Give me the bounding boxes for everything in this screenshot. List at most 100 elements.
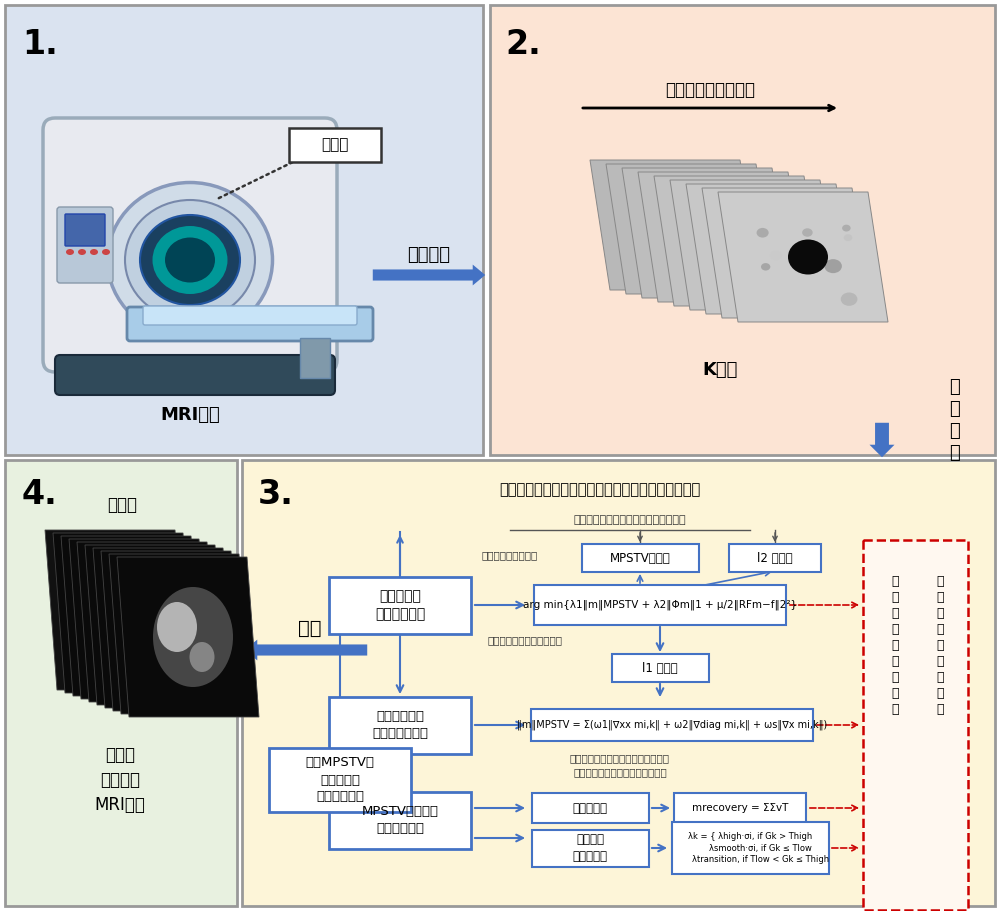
Polygon shape <box>638 172 808 302</box>
Text: 多维邻近空间
全变分优化方法: 多维邻近空间 全变分优化方法 <box>372 710 428 740</box>
Text: 增加同层两个斜方向子带的变分信息: 增加同层两个斜方向子带的变分信息 <box>570 753 670 763</box>
Polygon shape <box>45 530 187 690</box>
Text: 输出: 输出 <box>298 619 322 638</box>
Text: l1 正则化: l1 正则化 <box>642 661 678 674</box>
FancyBboxPatch shape <box>612 654 708 682</box>
Text: MPSTV正则化项
权重优化方法: MPSTV正则化项 权重优化方法 <box>362 805 438 835</box>
FancyBboxPatch shape <box>57 207 113 283</box>
Ellipse shape <box>842 225 851 231</box>
FancyBboxPatch shape <box>289 128 381 162</box>
Text: 3.: 3. <box>258 478 294 511</box>
Text: λk = { λhigh·σi, if Gk > Thigh
        λsmooth·σi, if Gk ≤ Tlow
        λtransit: λk = { λhigh·σi, if Gk > Thigh λsmooth·σ… <box>671 832 829 865</box>
Ellipse shape <box>108 182 272 337</box>
Text: 图
像
重
建: 图 像 重 建 <box>950 378 960 462</box>
Text: 实现重建后的图像与观测数据最小差异: 实现重建后的图像与观测数据最小差异 <box>574 515 686 525</box>
FancyBboxPatch shape <box>5 5 483 455</box>
Ellipse shape <box>102 249 110 255</box>
Text: 和相邻层垂直投影位置的变分信息: 和相邻层垂直投影位置的变分信息 <box>573 767 667 777</box>
FancyBboxPatch shape <box>672 822 828 874</box>
Text: 奇异值分解: 奇异值分解 <box>572 802 608 814</box>
Polygon shape <box>670 180 840 310</box>
Ellipse shape <box>844 234 852 241</box>
FancyBboxPatch shape <box>242 460 995 906</box>
Ellipse shape <box>824 259 842 273</box>
Text: 靶器官: 靶器官 <box>321 138 349 152</box>
Polygon shape <box>590 160 760 290</box>
Ellipse shape <box>152 226 228 294</box>
Polygon shape <box>61 536 203 696</box>
Text: 采集信号: 采集信号 <box>408 246 450 264</box>
Polygon shape <box>622 168 792 298</box>
FancyBboxPatch shape <box>300 338 330 378</box>
Ellipse shape <box>757 228 769 238</box>
Polygon shape <box>77 542 219 702</box>
FancyBboxPatch shape <box>534 585 786 625</box>
Text: ‖m‖MPSTV = Σ(ω1‖∇xx mi,k‖ + ω2‖∇diag mi,k‖ + ωs‖∇x mi,k‖): ‖m‖MPSTV = Σ(ω1‖∇xx mi,k‖ + ω2‖∇diag mi,… <box>517 720 827 731</box>
FancyBboxPatch shape <box>5 460 237 906</box>
Polygon shape <box>109 554 251 714</box>
Text: 相位编码和频率编码: 相位编码和频率编码 <box>665 81 755 99</box>
FancyBboxPatch shape <box>490 5 995 455</box>
Text: 基于多维邻近空间全变分的磁共振图像稀疏重建方法: 基于多维邻近空间全变分的磁共振图像稀疏重建方法 <box>499 483 701 497</box>
Text: 重构的
高分辨率
MRI图像: 重构的 高分辨率 MRI图像 <box>95 746 145 814</box>
Text: arg min{λ1‖m‖MPSTV + λ2‖Φm‖1 + μ/2‖RFm−f‖2²}: arg min{λ1‖m‖MPSTV + λ2‖Φm‖1 + μ/2‖RFm−f… <box>523 599 797 610</box>
Ellipse shape <box>802 229 813 237</box>
Polygon shape <box>101 551 243 711</box>
FancyBboxPatch shape <box>329 792 471 848</box>
Polygon shape <box>686 184 856 314</box>
Polygon shape <box>702 188 872 318</box>
Text: 动态调整
正则化权重: 动态调整 正则化权重 <box>572 833 608 863</box>
Ellipse shape <box>66 249 74 255</box>
FancyBboxPatch shape <box>863 540 968 910</box>
Polygon shape <box>69 539 211 699</box>
Text: l2 误差项: l2 误差项 <box>757 551 793 565</box>
Polygon shape <box>117 557 259 717</box>
Text: 4.: 4. <box>22 478 58 511</box>
Text: 减
轻
或
消
除
阶
梯
效
应: 减 轻 或 消 除 阶 梯 效 应 <box>891 575 899 716</box>
Ellipse shape <box>140 215 240 305</box>
Ellipse shape <box>157 602 197 652</box>
Text: 1.: 1. <box>22 28 58 61</box>
Ellipse shape <box>125 200 255 320</box>
FancyBboxPatch shape <box>143 306 357 325</box>
FancyBboxPatch shape <box>269 748 411 812</box>
FancyBboxPatch shape <box>729 544 821 572</box>
Text: 保持图像的边缘细节: 保持图像的边缘细节 <box>482 550 538 560</box>
FancyBboxPatch shape <box>532 830 648 866</box>
Text: 提
高
图
像
的
重
构
精
度: 提 高 图 像 的 重 构 精 度 <box>936 575 944 716</box>
FancyBboxPatch shape <box>329 697 471 753</box>
FancyBboxPatch shape <box>43 118 337 372</box>
Text: 磁共振图像
稀疏重建模型: 磁共振图像 稀疏重建模型 <box>375 589 425 621</box>
Text: mrecovery = ΣΣvT: mrecovery = ΣΣvT <box>692 803 788 813</box>
Text: 基于MPSTV的
磁共振图像
稀疏重建方法: 基于MPSTV的 磁共振图像 稀疏重建方法 <box>306 756 374 804</box>
Ellipse shape <box>165 238 215 282</box>
Text: MRI扫描: MRI扫描 <box>160 406 220 424</box>
FancyBboxPatch shape <box>65 214 105 246</box>
Text: 后处理: 后处理 <box>107 496 137 514</box>
Polygon shape <box>93 548 235 708</box>
Ellipse shape <box>841 292 857 306</box>
Polygon shape <box>85 545 227 705</box>
FancyBboxPatch shape <box>674 793 806 823</box>
Ellipse shape <box>770 251 782 261</box>
Polygon shape <box>606 164 776 294</box>
Ellipse shape <box>90 249 98 255</box>
Ellipse shape <box>761 263 770 271</box>
FancyBboxPatch shape <box>531 709 813 741</box>
Ellipse shape <box>190 642 214 672</box>
Ellipse shape <box>153 587 233 687</box>
Polygon shape <box>718 192 888 322</box>
Ellipse shape <box>78 249 86 255</box>
Text: K空间: K空间 <box>702 361 738 379</box>
Text: 促进解在变换域中的稀疏性: 促进解在变换域中的稀疏性 <box>488 635 562 645</box>
FancyBboxPatch shape <box>329 577 471 633</box>
FancyBboxPatch shape <box>582 544 698 572</box>
Text: 2.: 2. <box>505 28 541 61</box>
Polygon shape <box>654 176 824 306</box>
Ellipse shape <box>788 240 828 274</box>
Polygon shape <box>53 533 195 693</box>
FancyBboxPatch shape <box>55 355 335 395</box>
Text: MPSTV正则化: MPSTV正则化 <box>610 551 670 565</box>
FancyBboxPatch shape <box>532 793 648 823</box>
FancyBboxPatch shape <box>127 307 373 341</box>
